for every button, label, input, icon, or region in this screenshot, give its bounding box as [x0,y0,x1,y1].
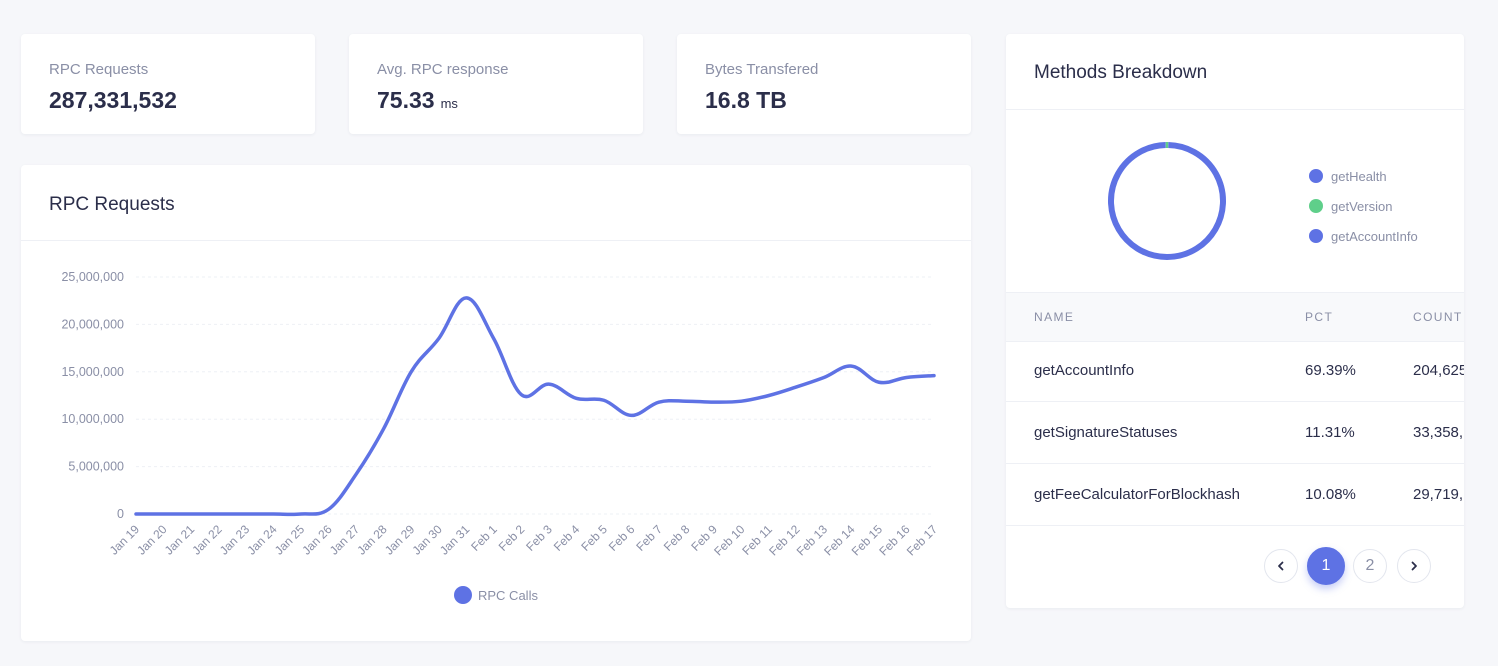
x-tick-label: Feb 3 [523,522,555,554]
stat-card-bytes-transferred: Bytes Transfered 16.8 TB [677,34,971,134]
column-header-name[interactable]: NAME [1034,310,1075,324]
stat-value: 287,331,532 [49,87,177,114]
y-tick-label: 10,000,000 [61,412,124,426]
series-line-rpc-calls [134,296,936,517]
stat-label: Bytes Transfered [705,61,819,78]
x-tick-label: Jan 23 [217,522,253,558]
cell-count: 204,625, [1413,362,1464,379]
x-tick-label: Jan 28 [354,522,390,558]
x-tick-label: Jan 22 [189,522,225,558]
x-tick-label: Feb 6 [606,522,638,554]
x-tick-label: Feb 4 [551,522,583,554]
stat-value: 75.33 ms [377,87,458,114]
x-tick-label: Jan 29 [382,522,418,558]
table-row: getFeeCalculatorForBlockhash 10.08% 29,7… [1006,464,1464,526]
chart-legend[interactable]: RPC Calls [454,586,538,604]
breakdown-title: Methods Breakdown [1034,62,1208,83]
rpc-requests-line-chart: 25,000,000 20,000,000 15,000,000 10,000,000… [61,270,941,559]
x-tick-label: Feb 5 [578,522,610,554]
cell-count: 33,358, [1413,424,1464,441]
methods-donut-chart [1108,142,1226,260]
stat-label: RPC Requests [49,61,149,78]
column-header-pct[interactable]: PCT [1305,310,1334,324]
stat-value: 16.8 TB [705,87,787,114]
cell-count: 29,719, [1413,486,1464,503]
chevron-left-icon [1278,561,1284,571]
x-tick-label: Jan 26 [299,522,335,558]
pagination-page-1[interactable]: 1 [1307,547,1345,585]
legend-item-gethealth[interactable]: getHealth [1309,161,1418,191]
pagination-page-2[interactable]: 2 [1353,549,1387,583]
y-tick-label: 25,000,000 [61,270,124,284]
y-tick-label: 15,000,000 [61,365,124,379]
x-tick-label: Jan 25 [272,522,308,558]
pagination-prev-button[interactable] [1264,549,1298,583]
rpc-requests-chart-card: RPC Requests 25,000,000 20,000,000 15,000,… [21,165,971,641]
stat-unit: ms [440,96,458,111]
stat-label: Avg. RPC response [377,61,509,78]
pagination-next-button[interactable] [1397,549,1431,583]
y-tick-label: 0 [117,507,124,521]
x-tick-label: Jan 31 [437,522,473,558]
x-tick-label: Feb 2 [496,522,528,554]
legend-swatch-rpc-calls [454,586,472,604]
x-tick-label: Feb 8 [661,522,693,554]
legend-item-getaccountinfo[interactable]: getAccountInfo [1309,221,1418,251]
stat-card-rpc-requests: RPC Requests 287,331,532 [21,34,315,134]
donut-slice-gethealth[interactable] [1108,142,1226,260]
x-tick-label: Jan 21 [162,522,198,558]
x-tick-label: Feb 10 [711,522,748,559]
cell-pct: 10.08% [1305,486,1356,503]
x-tick-label: Jan 19 [107,522,143,558]
cell-name: getAccountInfo [1034,362,1135,379]
methods-breakdown-card: Methods Breakdown getHealth getVersion g… [1006,34,1464,608]
card-divider [21,240,971,241]
x-tick-label: Feb 1 [468,522,500,554]
stat-number: 16.8 TB [705,87,787,113]
x-tick-label: Jan 24 [244,522,280,558]
y-tick-label: 20,000,000 [61,317,124,331]
table-row: getSignatureStatuses 11.31% 33,358, [1006,402,1464,464]
cell-name: getSignatureStatuses [1034,424,1178,441]
cell-pct: 11.31% [1305,424,1355,441]
x-tick-label: Jan 30 [409,522,445,558]
stat-number: 287,331,532 [49,87,177,113]
legend-label: getHealth [1331,168,1387,184]
legend-label: RPC Calls [478,587,538,603]
card-divider [1006,109,1464,110]
legend-swatch [1309,199,1323,213]
y-tick-label: 5,000,000 [68,460,124,474]
legend-label: getVersion [1331,198,1393,214]
legend-label: getAccountInfo [1331,228,1418,244]
legend-swatch [1309,169,1323,183]
stat-number: 75.33 [377,87,435,113]
x-tick-label: Feb 17 [904,522,941,559]
table-header-row [1006,292,1464,342]
donut-legend: getHealth getVersion getAccountInfo [1309,161,1418,251]
column-header-count[interactable]: COUNT [1413,310,1463,324]
x-tick-label: Feb 7 [633,522,665,554]
cell-name: getFeeCalculatorForBlockhash [1034,486,1240,503]
cell-pct: 69.39% [1305,362,1356,379]
x-tick-label: Jan 20 [134,522,170,558]
x-tick-label: Jan 27 [327,522,363,558]
legend-swatch [1309,229,1323,243]
stat-card-avg-response: Avg. RPC response 75.33 ms [349,34,643,134]
chevron-right-icon [1411,561,1417,571]
chart-card-title: RPC Requests [49,194,175,215]
legend-item-getversion[interactable]: getVersion [1309,191,1418,221]
table-row: getAccountInfo 69.39% 204,625, [1006,340,1464,402]
